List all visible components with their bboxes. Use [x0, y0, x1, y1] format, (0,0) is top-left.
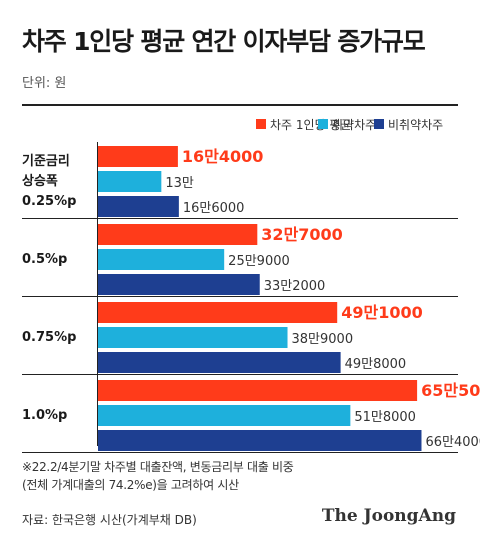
axis-line — [97, 142, 98, 446]
chart-title: 차주 1인당 평균 연간 이자부담 증가규모 — [22, 27, 426, 56]
top-rule — [22, 104, 458, 106]
data-label-2-3: 38만9000 — [292, 332, 354, 347]
legend-swatch-1 — [256, 119, 266, 129]
bar-3-2 — [98, 274, 260, 295]
data-label-3-1: 16만6000 — [183, 201, 245, 216]
bar-1-1 — [98, 146, 178, 167]
bar-2-1 — [98, 171, 162, 192]
publisher-logo: The JoongAng — [321, 506, 456, 526]
data-label-3-3: 49만8000 — [345, 357, 407, 372]
legend-swatch-2 — [318, 119, 328, 129]
group-divider-2 — [22, 296, 458, 297]
bar-1-3 — [98, 302, 338, 323]
footnote: ※22.2/4분기말 차주별 대출잔액, 변동금리부 대출 비중 (전체 가계대… — [22, 458, 294, 494]
source-label: 자료: 한국은행 시산(가계부채 DB) — [22, 513, 197, 527]
bar-2-2 — [98, 249, 225, 270]
data-label-2-4: 51만8000 — [354, 410, 416, 425]
category-label-3-1: 0.75%p — [22, 330, 76, 345]
category-label-1-1: 기준금리 — [22, 153, 70, 169]
category-label-4-1: 1.0%p — [22, 408, 67, 423]
bar-2-4 — [98, 405, 351, 426]
footnote-line-2: (전체 가계대출의 74.2%e)을 고려하여 시산 — [22, 478, 239, 492]
bar-3-3 — [98, 352, 341, 373]
bar-2-3 — [98, 327, 288, 348]
legend-swatch-3 — [374, 119, 384, 129]
bar-1-2 — [98, 224, 258, 245]
legend-label-2: 취약차주 — [332, 117, 376, 132]
bar-1-4 — [98, 380, 418, 401]
data-label-1-4: 65만5000 — [421, 381, 480, 400]
group-divider-1 — [22, 218, 458, 219]
data-label-2-2: 25만9000 — [228, 254, 290, 269]
category-label-1-3: 0.25%p — [22, 194, 76, 209]
footnote-line-1: ※22.2/4분기말 차주별 대출잔액, 변동금리부 대출 비중 — [22, 460, 294, 474]
bar-3-1 — [98, 196, 179, 217]
data-label-3-2: 33만2000 — [264, 279, 326, 294]
legend-label-3: 비취약차주 — [388, 117, 443, 132]
data-label-3-4: 66만4000 — [425, 435, 480, 450]
group-divider-3 — [22, 374, 458, 375]
category-label-1-2: 상승폭 — [22, 174, 58, 189]
data-label-2-1: 13만 — [165, 176, 194, 191]
bar-3-4 — [98, 430, 422, 451]
category-label-2-1: 0.5%p — [22, 252, 67, 267]
unit-label: 단위: 원 — [22, 76, 67, 91]
legend-label-1: 차주 1인당 평균 — [270, 118, 352, 132]
group-divider-4 — [22, 452, 458, 453]
data-label-1-2: 32만7000 — [261, 225, 343, 244]
data-label-1-3: 49만1000 — [341, 303, 423, 322]
data-label-1-1: 16만4000 — [182, 147, 264, 166]
